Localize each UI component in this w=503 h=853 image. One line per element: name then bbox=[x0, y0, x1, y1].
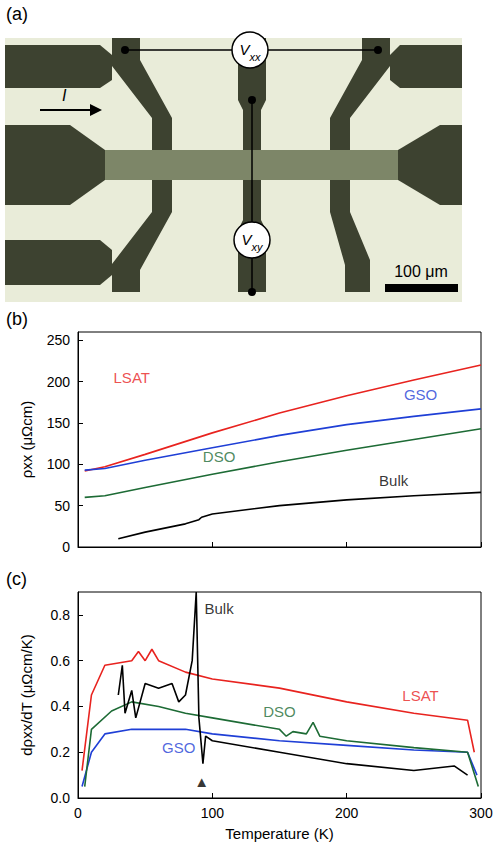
svg-text:0.6: 0.6 bbox=[51, 653, 71, 669]
svg-text:I: I bbox=[62, 87, 67, 104]
svg-text:Vxx: Vxx bbox=[239, 41, 261, 63]
svg-text:GSO: GSO bbox=[404, 386, 437, 403]
svg-text:Vxy: Vxy bbox=[241, 231, 264, 253]
svg-text:0.0: 0.0 bbox=[51, 790, 71, 806]
svg-text:0.8: 0.8 bbox=[51, 607, 71, 623]
svg-text:(b): (b) bbox=[6, 310, 28, 329]
svg-text:0: 0 bbox=[62, 539, 70, 555]
svg-text:▲: ▲ bbox=[194, 773, 209, 790]
svg-text:50: 50 bbox=[54, 498, 70, 514]
svg-text:Temperature (K): Temperature (K) bbox=[225, 825, 333, 842]
svg-text:200: 200 bbox=[335, 805, 359, 821]
svg-text:250: 250 bbox=[47, 332, 71, 348]
svg-text:0: 0 bbox=[74, 805, 82, 821]
svg-text:LSAT: LSAT bbox=[114, 369, 150, 386]
svg-text:100 μm: 100 μm bbox=[394, 263, 448, 280]
svg-text:300: 300 bbox=[469, 805, 493, 821]
svg-text:(a): (a) bbox=[6, 4, 28, 24]
svg-text:dρxx/dT (μΩcm/K): dρxx/dT (μΩcm/K) bbox=[18, 634, 35, 755]
svg-text:200: 200 bbox=[47, 374, 71, 390]
svg-text:DSO: DSO bbox=[263, 703, 296, 720]
svg-text:(c): (c) bbox=[6, 569, 27, 589]
svg-text:150: 150 bbox=[47, 415, 71, 431]
svg-text:GSO: GSO bbox=[162, 739, 195, 756]
svg-text:100: 100 bbox=[47, 456, 71, 472]
svg-text:0.2: 0.2 bbox=[51, 744, 71, 760]
svg-text:Bulk: Bulk bbox=[379, 472, 409, 489]
svg-text:100: 100 bbox=[201, 805, 225, 821]
svg-text:ρxx (μΩcm): ρxx (μΩcm) bbox=[18, 401, 35, 479]
svg-text:LSAT: LSAT bbox=[402, 687, 438, 704]
svg-text:Bulk: Bulk bbox=[204, 600, 234, 617]
svg-text:DSO: DSO bbox=[203, 448, 236, 465]
svg-text:0.4: 0.4 bbox=[51, 698, 71, 714]
